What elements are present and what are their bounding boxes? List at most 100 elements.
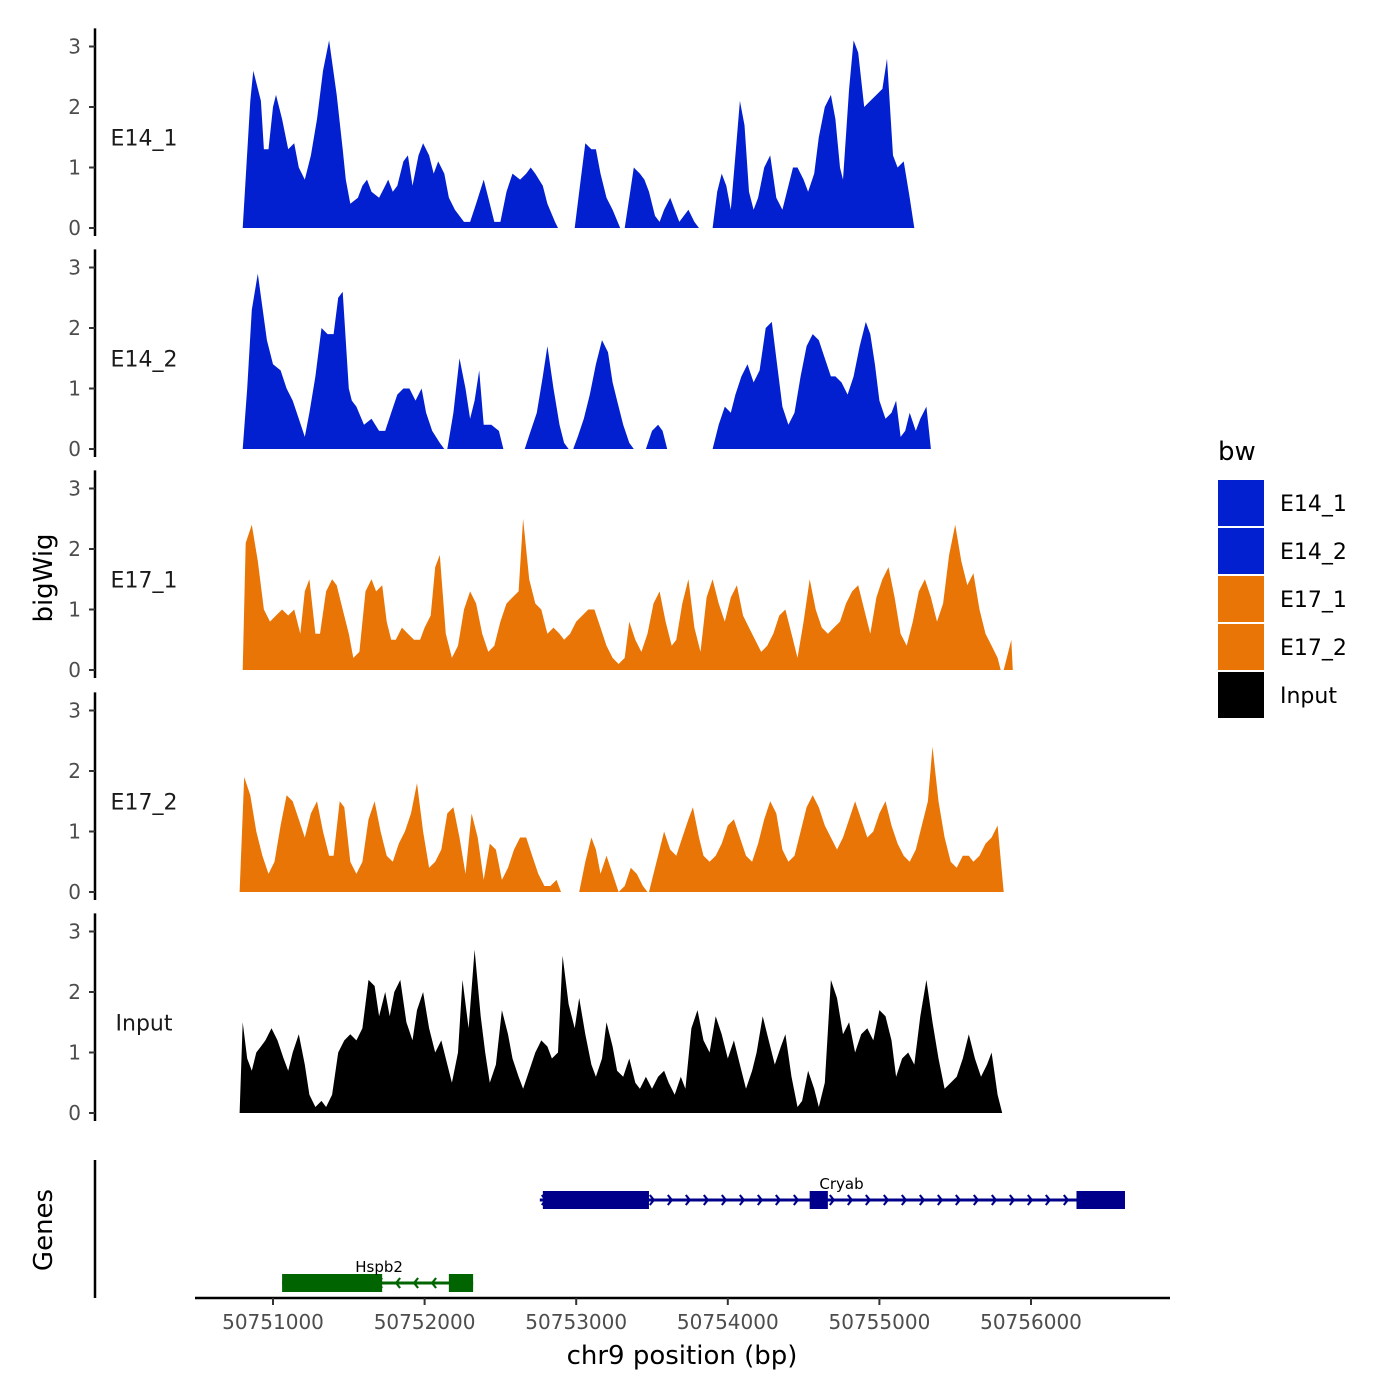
y-tick-label: 2 — [68, 316, 81, 340]
y-tick-label: 0 — [68, 216, 81, 240]
track-label: E17_1 — [111, 568, 178, 593]
gene-label: Cryab — [819, 1175, 863, 1193]
y-tick-label: 0 — [68, 658, 81, 682]
strand-arrow — [990, 1194, 998, 1206]
track-E14_2: 0 1 2 3 E14_2 — [68, 249, 931, 461]
strand-arrow — [702, 1194, 710, 1206]
y-tick-label: 0 — [68, 1101, 81, 1125]
x-tick-label: 50752000 — [374, 1310, 476, 1334]
coverage-area — [242, 40, 558, 229]
track-label: Input — [116, 1011, 173, 1036]
x-tick-label: 50755000 — [829, 1310, 931, 1334]
y-tick-label: 2 — [68, 759, 81, 783]
track-E17_1: 0 1 2 3 E17_1 — [68, 470, 1013, 682]
strand-arrow — [1044, 1194, 1052, 1206]
coverage-area — [624, 167, 699, 228]
coverage-area — [524, 346, 569, 449]
coverage-area — [573, 340, 634, 449]
gene-exon — [448, 1274, 474, 1292]
legend-item: E14_2 — [1218, 528, 1347, 574]
strand-arrow — [774, 1194, 782, 1206]
x-tick-label: 50753000 — [525, 1310, 627, 1334]
track-E17_2: 0 1 2 3 E17_2 — [68, 692, 1004, 904]
x-axis-title: chr9 position (bp) — [567, 1341, 798, 1371]
gene-exon — [809, 1191, 828, 1209]
strand-arrow — [394, 1277, 401, 1289]
coverage-area — [579, 837, 648, 892]
strand-arrow — [828, 1194, 836, 1206]
y-tick-label: 3 — [68, 920, 81, 944]
track-Input: 0 1 2 3 Input — [68, 913, 1003, 1125]
legend-label: E17_2 — [1280, 636, 1347, 661]
strand-arrow — [972, 1194, 980, 1206]
y-tick-label: 1 — [68, 598, 81, 622]
y-tick-label: 0 — [68, 880, 81, 904]
coverage-area — [1003, 639, 1013, 670]
legend-label: E17_1 — [1280, 588, 1347, 613]
coverage-area — [447, 358, 504, 449]
strand-arrow — [738, 1194, 746, 1206]
strand-arrow — [918, 1194, 926, 1206]
gene-label: Hspb2 — [355, 1258, 403, 1276]
x-tick-label: 50751000 — [222, 1310, 324, 1334]
gene-Cryab: Cryab — [539, 1175, 1125, 1209]
coverage-area — [645, 424, 668, 449]
x-tick-label: 50754000 — [677, 1310, 779, 1334]
y-tick-label: 3 — [68, 477, 81, 501]
coverage-area — [649, 746, 1004, 892]
coverage-tracks: 0 1 2 3 E14_1 0 1 2 3 E14_2 0 1 2 3 E17_1 0 1 2 3 E17_2 0 1 2 3… — [68, 28, 1013, 1125]
strand-arrow — [846, 1194, 854, 1206]
strand-arrow — [666, 1194, 674, 1206]
x-axis: 50751000 50752000 50753000 50754000 50755000… — [195, 1296, 1170, 1334]
strand-arrow — [412, 1277, 419, 1289]
track-label: E17_2 — [111, 790, 178, 815]
gene-exon — [282, 1274, 383, 1292]
y-tick-label: 3 — [68, 699, 81, 723]
y-tick-label: 3 — [68, 35, 81, 59]
y-tick-label: 0 — [68, 437, 81, 461]
legend-item: E17_2 — [1218, 624, 1347, 670]
track-E14_1: 0 1 2 3 E14_1 — [68, 28, 915, 240]
track-label: E14_2 — [111, 347, 178, 372]
strand-arrow — [1026, 1194, 1034, 1206]
strand-arrow — [864, 1194, 872, 1206]
strand-arrow — [1008, 1194, 1016, 1206]
gene-exon — [1076, 1191, 1125, 1209]
strand-arrow — [1062, 1194, 1070, 1206]
strand-arrow — [792, 1194, 800, 1206]
y-axis-title: bigWig — [29, 533, 59, 622]
legend-label: E14_2 — [1280, 540, 1347, 565]
y-tick-label: 2 — [68, 537, 81, 561]
coverage-area — [712, 321, 931, 449]
legend-title: bw — [1218, 437, 1256, 467]
legend-label: Input — [1280, 684, 1337, 709]
y-tick-label: 1 — [68, 1041, 81, 1065]
legend-swatch — [1218, 624, 1264, 670]
coverage-area — [242, 273, 445, 449]
genes-axis-title: Genes — [29, 1189, 59, 1271]
strand-arrow — [900, 1194, 908, 1206]
legend-item: E17_1 — [1218, 576, 1347, 622]
legend-item: E14_1 — [1218, 480, 1347, 526]
gene-Hspb2: Hspb2 — [282, 1258, 474, 1292]
strand-arrow — [756, 1194, 764, 1206]
strand-arrow — [430, 1277, 437, 1289]
strand-arrow — [936, 1194, 944, 1206]
strand-arrow — [648, 1194, 656, 1206]
legend-swatch — [1218, 480, 1264, 526]
x-tick-label: 50756000 — [980, 1310, 1082, 1334]
y-tick-label: 2 — [68, 980, 81, 1004]
y-tick-label: 1 — [68, 377, 81, 401]
coverage-area — [239, 949, 1003, 1113]
track-label: E14_1 — [111, 126, 178, 151]
legend-swatch — [1218, 528, 1264, 574]
y-tick-label: 3 — [68, 256, 81, 280]
strand-arrow — [882, 1194, 890, 1206]
legend-label: E14_1 — [1280, 492, 1347, 517]
coverage-area — [239, 777, 561, 892]
coverage-area — [712, 40, 915, 229]
legend-item: Input — [1218, 672, 1337, 718]
strand-arrow — [684, 1194, 692, 1206]
legend-swatch — [1218, 576, 1264, 622]
